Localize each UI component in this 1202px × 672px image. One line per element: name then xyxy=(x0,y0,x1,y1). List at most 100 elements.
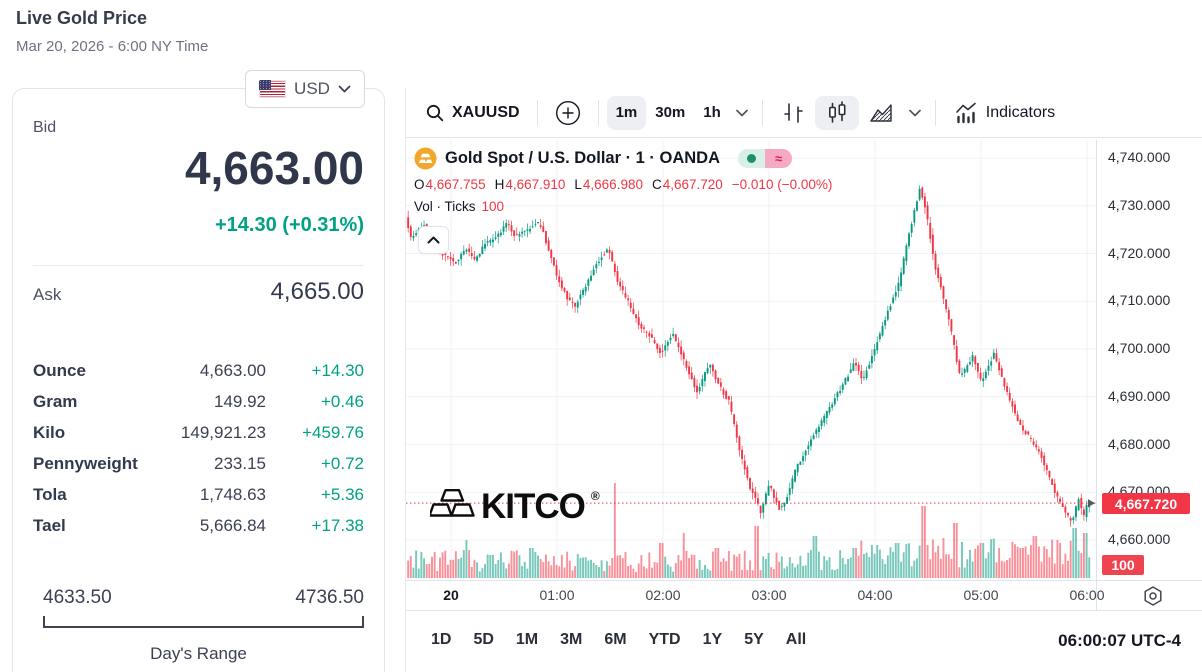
symbol-search-button[interactable]: XAUUSD xyxy=(416,96,529,130)
ohlc-value: 4,666.980 xyxy=(582,177,643,192)
table-row: Gram 149.92 +0.46 xyxy=(13,392,384,423)
price-tick-label: 4,710.000 xyxy=(1108,292,1171,309)
currency-selected-label: USD xyxy=(294,79,330,98)
plus-circle-icon xyxy=(555,100,580,125)
search-icon xyxy=(426,104,444,121)
ohlc-item: L4,666.980 xyxy=(574,177,643,192)
range-button[interactable]: All xyxy=(779,627,813,653)
range-button[interactable]: 1M xyxy=(509,627,545,653)
bid-change: +14.30 (+0.31%) xyxy=(215,214,364,236)
price-tick-label: 4,680.000 xyxy=(1108,435,1171,452)
range-button[interactable]: 1Y xyxy=(696,627,730,653)
market-status-badge[interactable]: ≈ xyxy=(738,148,793,168)
candles-chart-icon xyxy=(828,100,846,123)
indicators-button[interactable]: Indicators xyxy=(944,96,1064,130)
time-tick-label: 02:00 xyxy=(645,587,681,603)
price-chart[interactable]: Gold Spot / U.S. Dollar · 1 · OANDA ≈ O4… xyxy=(406,140,1096,580)
gold-bars-icon xyxy=(430,489,475,517)
page-title: Live Gold Price xyxy=(16,8,148,28)
gear-icon xyxy=(1144,586,1162,606)
day-range-low: 4633.50 xyxy=(43,587,112,608)
gold-coin-icon xyxy=(414,147,437,169)
axis-settings-button[interactable] xyxy=(1141,584,1165,608)
ask-price: 4,665.00 xyxy=(270,278,364,305)
unit-value: 233.15 xyxy=(214,454,266,473)
chart-clock[interactable]: 06:00:07 UTC-4 xyxy=(1058,631,1181,650)
candles-style-button[interactable] xyxy=(814,95,859,130)
approx-delay-icon: ≈ xyxy=(765,148,793,168)
table-row: Tael 5,666.84 +17.38 xyxy=(13,516,384,547)
area-chart-icon xyxy=(870,103,892,122)
range-button[interactable]: 3M xyxy=(553,627,589,653)
watermark-text: KITCO xyxy=(481,487,586,526)
range-button[interactable]: 1D xyxy=(424,627,458,653)
interval-group: 1m 30m 1h xyxy=(606,95,730,130)
ohlc-key: O xyxy=(414,177,425,192)
bars-chart-icon xyxy=(783,102,803,123)
ohlc-value: 4,667.720 xyxy=(662,177,723,192)
unit-value: 1,748.63 xyxy=(199,485,266,504)
page-date: Mar 20, 2026 - 6:00 NY Time xyxy=(16,38,209,55)
interval-button[interactable]: 1m xyxy=(606,95,647,130)
table-row: Tola 1,748.63 +5.36 xyxy=(13,485,384,516)
unit-value: 4,663.00 xyxy=(199,361,266,380)
price-axis[interactable]: 4,740.000 4,730.000 4,720.000 4,710.000 4,70… xyxy=(1096,140,1202,610)
divider xyxy=(33,265,364,266)
chevron-down-icon xyxy=(735,109,748,116)
ohlc-key: C xyxy=(651,177,662,192)
range-button[interactable]: 6M xyxy=(597,627,633,653)
range-button[interactable]: 5D xyxy=(466,627,500,653)
unit-change: +5.36 xyxy=(320,485,364,504)
market-open-dot-icon xyxy=(738,148,766,168)
interval-button[interactable]: 30m xyxy=(646,96,694,130)
unit-change: +0.72 xyxy=(320,454,364,473)
ask-label: Ask xyxy=(33,285,62,304)
chart-title: Gold Spot / U.S. Dollar · 1 · OANDA xyxy=(445,148,721,167)
indicators-icon xyxy=(955,102,976,123)
ohlc-value: 4,667.755 xyxy=(425,177,486,192)
range-button[interactable]: 5Y xyxy=(737,627,771,653)
compare-add-button[interactable] xyxy=(546,96,590,130)
table-row: Ounce 4,663.00 +14.30 xyxy=(13,361,384,392)
unit-name: Ounce xyxy=(33,361,86,380)
price-tick-label: 4,740.000 xyxy=(1108,149,1171,165)
kitco-watermark: KITCO ® xyxy=(430,488,600,526)
toolbar-separator xyxy=(761,99,763,126)
ohlc-key: H xyxy=(494,177,505,192)
bid-label: Bid xyxy=(33,119,57,136)
unit-value: 149,921.23 xyxy=(180,423,266,442)
interval-menu-button[interactable] xyxy=(730,96,754,130)
bars-style-button[interactable] xyxy=(771,96,815,130)
last-price-badge: 4,667.720 xyxy=(1102,493,1190,515)
legend-collapse-button[interactable] xyxy=(418,226,449,254)
volume-legend: Vol · Ticks 100 xyxy=(414,199,832,214)
unit-name: Kilo xyxy=(33,423,66,442)
area-style-button[interactable] xyxy=(859,96,903,130)
currency-select[interactable]: USD xyxy=(245,70,365,108)
range-button[interactable]: YTD xyxy=(642,627,688,653)
table-row: Pennyweight 233.15 +0.72 xyxy=(13,454,384,485)
unit-change: +17.38 xyxy=(311,516,364,535)
price-tick-label: 4,730.000 xyxy=(1108,196,1171,213)
chart-bottom-bar: 1D 5D 1M 3M 6M YTD 1Y 5Y All 06:00:07 UTC-4 xyxy=(406,610,1202,672)
volume-label: Vol · Ticks xyxy=(414,199,476,214)
price-tick-label: 4,690.000 xyxy=(1108,387,1171,404)
toolbar-separator xyxy=(597,99,599,126)
price-tick-label: 4,720.000 xyxy=(1108,244,1171,261)
chevron-down-icon xyxy=(908,109,921,116)
day-range-label: Day's Range xyxy=(150,644,247,663)
time-tick-label: 20 xyxy=(443,587,459,603)
unit-value: 149.92 xyxy=(214,392,266,411)
time-tick-label: 04:00 xyxy=(857,587,893,603)
style-menu-button[interactable] xyxy=(903,96,927,130)
candlestick-plot[interactable] xyxy=(406,140,1096,580)
unit-change: +14.30 xyxy=(311,361,364,380)
indicators-label: Indicators xyxy=(985,103,1056,121)
unit-change: +0.46 xyxy=(320,392,364,411)
time-tick-label: 06:00 xyxy=(1069,587,1105,603)
time-axis[interactable]: 20 01:00 02:00 03:00 04:00 05:00 06:00 xyxy=(406,580,1202,610)
ohlc-key: L xyxy=(574,177,582,192)
symbol-label: XAUUSD xyxy=(452,103,520,121)
interval-button[interactable]: 1h xyxy=(694,96,730,130)
price-tick-label: 4,660.000 xyxy=(1108,531,1171,547)
